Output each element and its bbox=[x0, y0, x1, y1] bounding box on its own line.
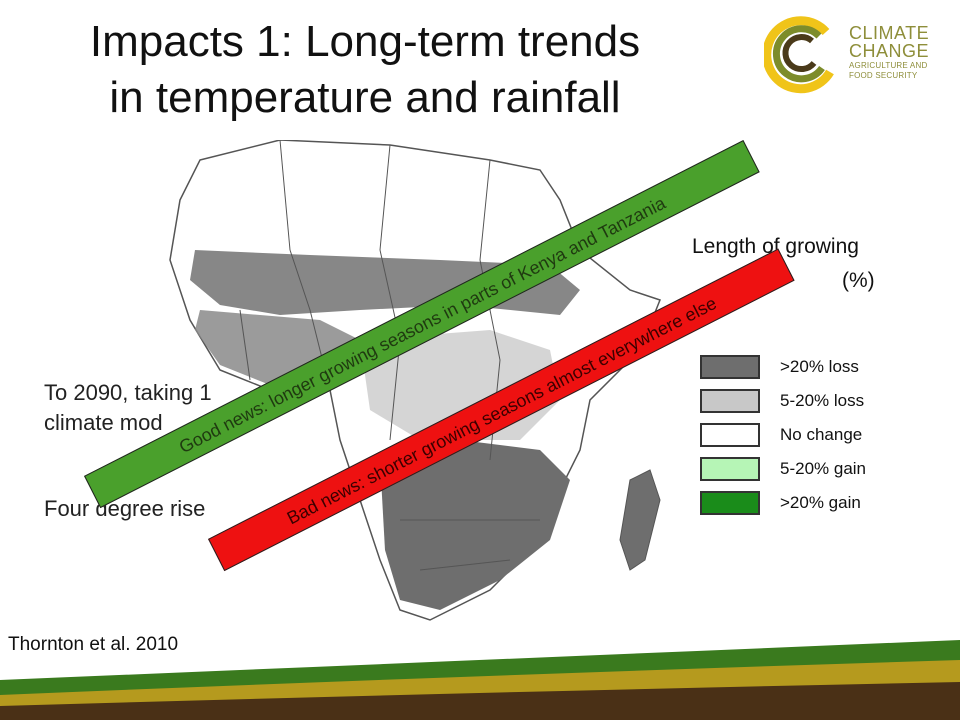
legend-swatch bbox=[700, 423, 760, 447]
legend-item: 5-20% loss bbox=[700, 384, 866, 418]
legend-swatch bbox=[700, 389, 760, 413]
legend-label: >20% gain bbox=[780, 493, 861, 512]
southern-loss bbox=[380, 440, 570, 610]
slide-title: Impacts 1: Long-term trends in temperatu… bbox=[20, 14, 710, 126]
logo-climate: CLIMATE bbox=[849, 23, 930, 43]
legend-item: >20% loss bbox=[700, 350, 866, 384]
legend-item: 5-20% gain bbox=[700, 452, 866, 486]
legend-label: 5-20% gain bbox=[780, 459, 867, 478]
logo-rings-icon bbox=[762, 16, 834, 94]
footer-swoosh bbox=[0, 640, 960, 720]
legend-swatch bbox=[700, 491, 760, 515]
title-line-2: in temperature and rainfall bbox=[109, 73, 621, 122]
legend-label: 5-20% loss bbox=[780, 391, 865, 410]
body-text-line-2: climate mod bbox=[44, 410, 163, 435]
ccafs-logo: CLIMATE CHANGE AGRICULTURE AND FOOD SECU… bbox=[762, 14, 949, 94]
body-text-line-3: Four degree rise bbox=[44, 496, 206, 521]
legend-title-line-2: (%) bbox=[842, 269, 875, 292]
legend-item: No change bbox=[700, 418, 866, 452]
legend-swatch bbox=[700, 355, 760, 379]
legend-label: No change bbox=[780, 425, 863, 444]
body-text-line-1: To 2090, taking 1 bbox=[44, 380, 212, 405]
legend: >20% loss 5-20% loss No change 5-20% gai… bbox=[700, 350, 866, 520]
legend-title-line-1: Length of growing bbox=[692, 235, 859, 258]
madagascar bbox=[619, 469, 661, 571]
legend-title: Length of growing (%) bbox=[692, 230, 942, 298]
legend-item: >20% gain bbox=[700, 486, 866, 520]
logo-text: CLIMATE CHANGE AGRICULTURE AND FOOD SECU… bbox=[849, 24, 929, 80]
legend-swatch bbox=[700, 457, 760, 481]
logo-change: CHANGE bbox=[849, 41, 930, 61]
footer-brown bbox=[0, 682, 960, 720]
logo-agriculture: AGRICULTURE AND bbox=[849, 61, 928, 70]
logo-food-security: FOOD SECURITY bbox=[849, 71, 918, 80]
legend-label: >20% loss bbox=[780, 357, 859, 376]
citation: Thornton et al. 2010 bbox=[8, 634, 179, 655]
title-line-1: Impacts 1: Long-term trends bbox=[89, 17, 641, 66]
